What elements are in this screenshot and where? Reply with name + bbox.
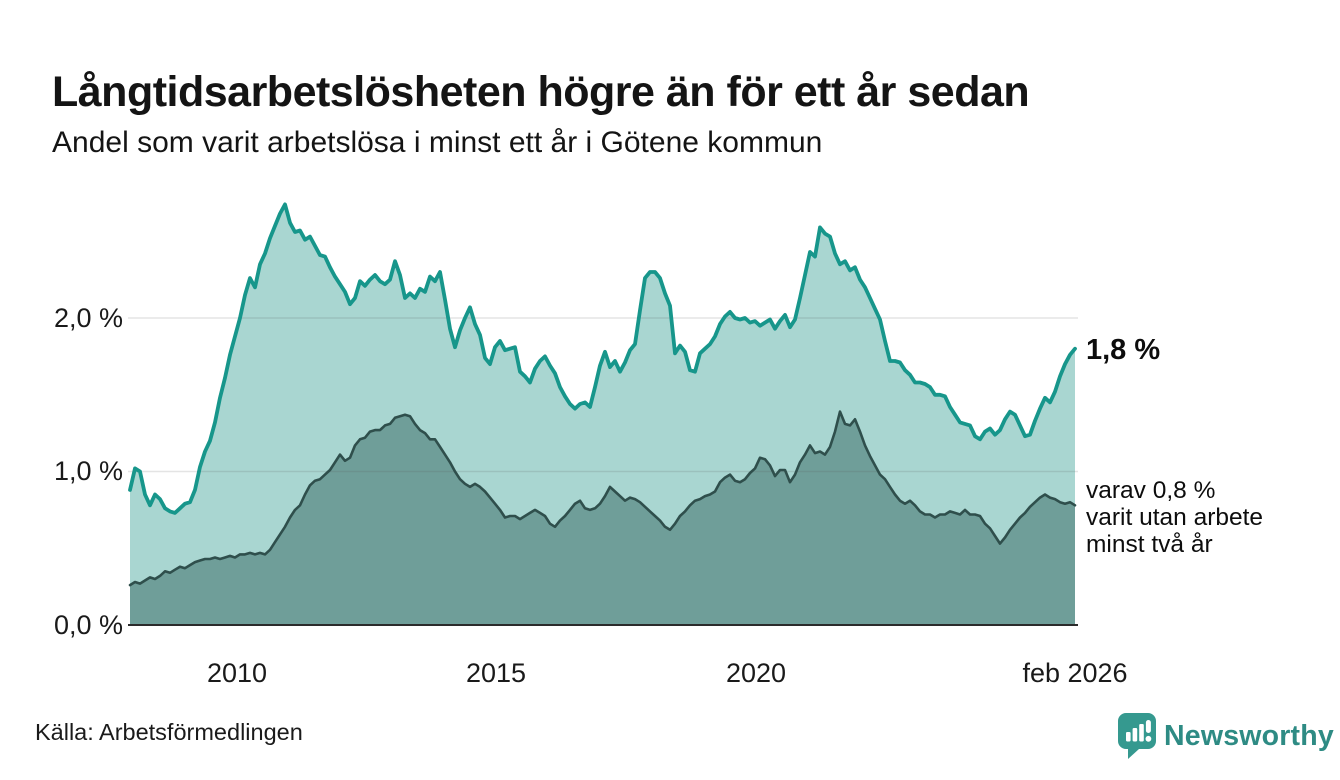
secondary-annotation-line-2: varit utan arbete xyxy=(1086,504,1264,531)
newsworthy-brand-name: Newsworthy xyxy=(1164,719,1334,752)
newsworthy-logo-icon xyxy=(1117,712,1157,760)
chart-subtitle: Andel som varit arbetslösa i minst ett å… xyxy=(52,126,823,159)
x-axis-tick-2020: 2020 xyxy=(725,658,787,688)
x-axis-tick-2010: 2010 xyxy=(206,658,268,688)
secondary-value-annotation: varav 0,8 % varit utan arbete minst två … xyxy=(1086,477,1263,558)
chart-title: Långtidsarbetslösheten högre än för ett … xyxy=(52,67,1030,116)
y-axis-tick-2: 2,0 % xyxy=(53,303,123,333)
latest-value-label: 1,8 % xyxy=(1086,334,1161,366)
x-axis-tick-feb-2026: feb 2026 xyxy=(1022,658,1128,688)
secondary-annotation-line-1: varav 0,8 % xyxy=(1086,477,1216,504)
newsworthy-brand: Newsworthy xyxy=(1117,711,1334,761)
y-axis-tick-1: 1,0 % xyxy=(53,456,123,486)
y-axis-tick-0: 0,0 % xyxy=(53,610,123,640)
source-credit: Källa: Arbetsförmedlingen xyxy=(35,719,303,745)
x-axis-tick-2015: 2015 xyxy=(465,658,527,688)
secondary-annotation-line-3: minst två år xyxy=(1086,531,1213,558)
